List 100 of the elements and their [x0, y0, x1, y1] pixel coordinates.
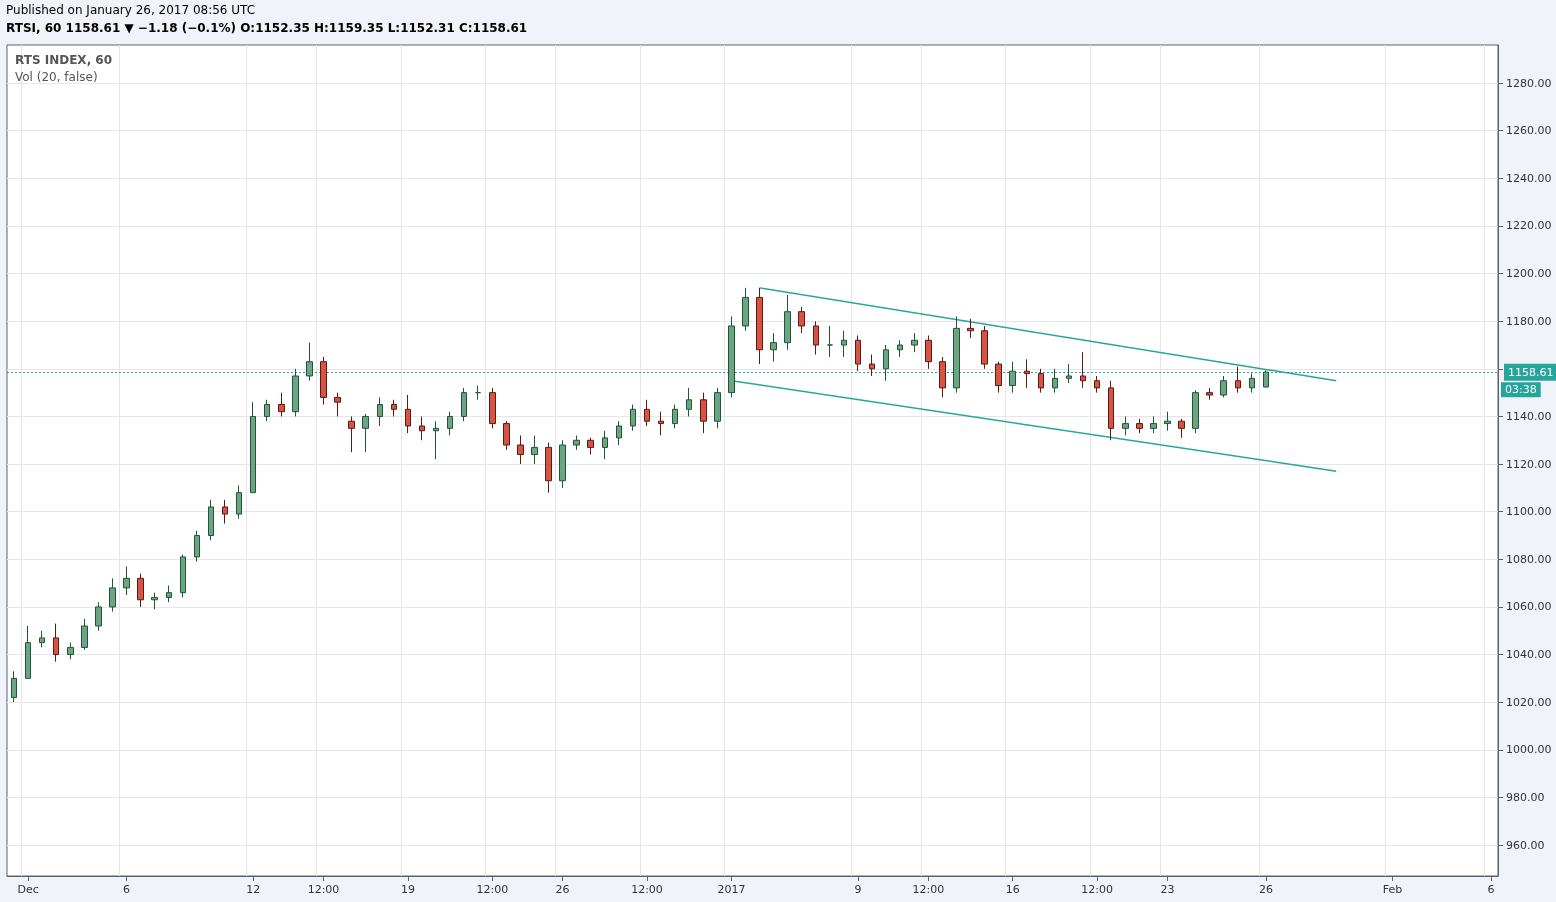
candlestick — [770, 332, 777, 363]
candlestick — [67, 642, 74, 660]
candlestick — [208, 499, 214, 541]
x-tick-label: Feb — [1382, 883, 1403, 896]
candlestick — [883, 344, 889, 382]
candlestick — [1164, 411, 1171, 432]
text: 03:38 — [1505, 383, 1537, 397]
x-tick-label: 19 — [400, 883, 415, 896]
candlestick — [320, 356, 327, 406]
candlestick — [11, 670, 17, 703]
y-tick-label: 1280.00 — [1506, 76, 1552, 90]
candlestick — [658, 411, 664, 436]
candlestick — [672, 404, 678, 429]
candlestick — [109, 577, 116, 613]
candlestick — [447, 411, 453, 436]
candlestick — [334, 392, 341, 417]
candlestick — [194, 530, 200, 563]
y-tick-label: 960.00 — [1506, 838, 1545, 852]
candlestick — [1108, 380, 1114, 441]
candlestick — [742, 287, 749, 332]
candlestick — [1094, 375, 1100, 394]
candlestick — [1249, 373, 1255, 394]
candlestick — [813, 320, 819, 356]
y-tick-label: 1220.00 — [1506, 219, 1552, 233]
candlestick — [1066, 363, 1072, 384]
candlestick — [827, 325, 833, 358]
candlestick — [1024, 358, 1030, 389]
y-tick-label: 1180.00 — [1506, 314, 1552, 328]
candlestick — [391, 399, 397, 417]
y-tick-label: 1060.00 — [1506, 600, 1552, 614]
x-tick-label: 12:00 — [1081, 883, 1113, 896]
candlestick — [405, 394, 411, 434]
candlestick — [419, 415, 425, 441]
candlestick — [573, 435, 580, 451]
candlestick — [1178, 418, 1185, 439]
candlestick — [180, 554, 186, 598]
x-tick-label: 12:00 — [912, 883, 945, 896]
candlestick — [475, 385, 481, 401]
candlestick — [278, 392, 285, 417]
candlestick — [630, 404, 636, 432]
candlestick — [348, 415, 355, 453]
candlestick — [953, 315, 960, 394]
candlestick — [1052, 368, 1058, 394]
x-tick-label: 2017 — [717, 883, 746, 896]
candlestick — [644, 399, 650, 427]
candlestick — [137, 573, 144, 608]
x-tick-label: 6 — [1487, 883, 1495, 896]
candlestick — [1136, 418, 1143, 434]
candlestick — [39, 630, 45, 648]
candlestick — [236, 485, 242, 520]
x-tick-label: 23 — [1160, 883, 1175, 896]
candlestick — [995, 361, 1002, 394]
candlestick — [1122, 415, 1129, 436]
candlestick — [967, 318, 974, 339]
candlestick — [222, 499, 228, 525]
candlestick — [503, 420, 510, 451]
candlestick — [489, 387, 496, 429]
candlestick — [714, 387, 721, 429]
candlestick — [25, 625, 31, 679]
x-tick-label: 6 — [123, 883, 131, 896]
y-tick-label: 1020.00 — [1506, 695, 1552, 709]
y-tick-label: 1240.00 — [1506, 171, 1552, 185]
candlestick — [602, 430, 608, 460]
candlestick — [911, 332, 918, 353]
candlestick — [81, 618, 88, 651]
x-tick-label: 26 — [555, 883, 570, 896]
y-tick-label: 1120.00 — [1506, 457, 1552, 471]
candlestick — [869, 354, 875, 377]
candlestick — [1206, 387, 1213, 401]
x-tick-label: 12:00 — [307, 883, 340, 896]
x-tick-label: Dec — [17, 883, 39, 896]
x-tick-label: 12:00 — [631, 883, 663, 896]
candlestick — [700, 392, 707, 434]
y-tick-label: 1040.00 — [1506, 648, 1552, 662]
candlestick — [250, 401, 256, 494]
candlestick — [855, 334, 861, 372]
x-tick-label: 26 — [1258, 883, 1273, 896]
y-tick-label: 1200.00 — [1506, 267, 1552, 281]
x-tick-label: 12:00 — [476, 883, 509, 896]
candlestick — [306, 342, 313, 382]
candlestick — [841, 330, 847, 358]
chart-subtitle: RTSI, 60 1158.61 ▼ −1.18 (−0.1%) O:1152.35 H:1159.35 L:1152.31 C:1158.61 — [6, 21, 528, 35]
candlestick — [1080, 351, 1086, 389]
candlestick — [728, 315, 735, 398]
candlestick — [517, 435, 524, 465]
candlestick — [166, 585, 172, 603]
candlestick — [756, 287, 763, 365]
candlestick — [123, 565, 130, 596]
candlestick — [686, 387, 692, 417]
candlestick — [292, 368, 299, 417]
candlestick — [1235, 365, 1241, 394]
candlestick — [362, 413, 369, 453]
candlestick — [559, 439, 566, 489]
candlestick — [433, 420, 439, 460]
candlestick — [1150, 415, 1157, 434]
candlestick — [264, 399, 270, 422]
candlestick — [616, 420, 622, 446]
candlestick — [1192, 389, 1199, 434]
y-tick-label: 1100.00 — [1506, 505, 1552, 519]
candlestick — [798, 306, 805, 334]
